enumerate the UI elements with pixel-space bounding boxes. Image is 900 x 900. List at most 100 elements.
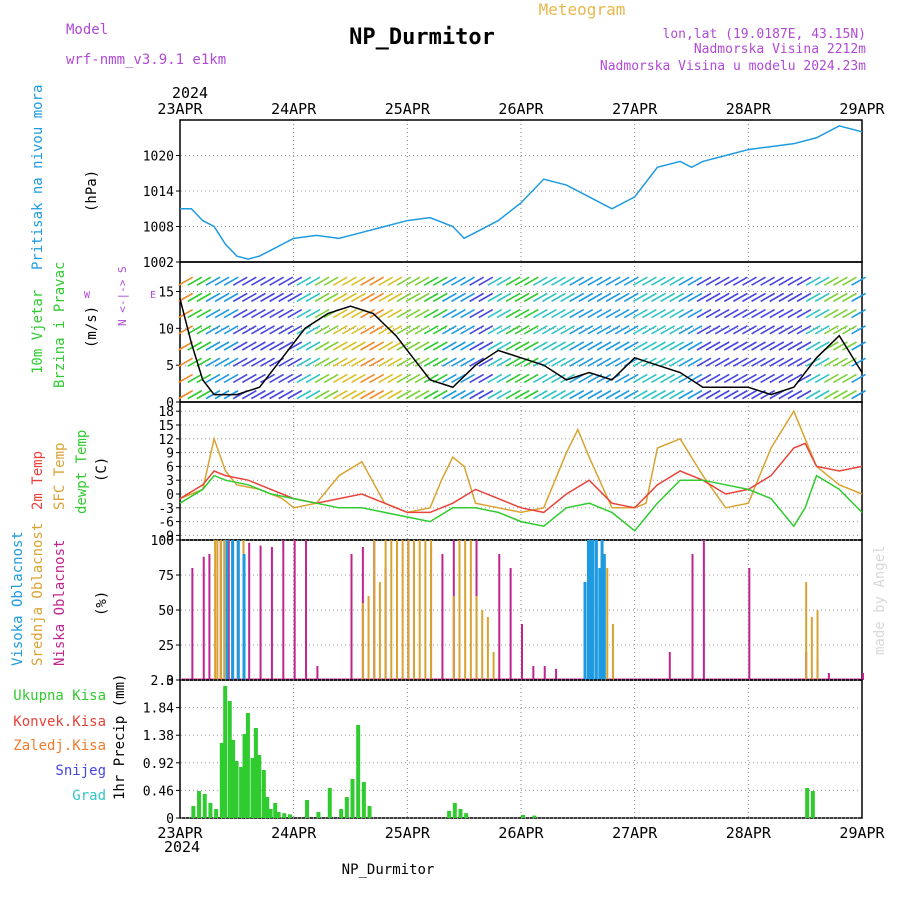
wind-arrow <box>514 341 530 351</box>
wind-arrow <box>505 325 521 335</box>
wind-arrow <box>178 276 194 286</box>
wind-arrow <box>351 373 366 384</box>
meteogram-label: Meteogram <box>539 0 626 19</box>
wind-arrow <box>432 276 448 286</box>
wind-arrow <box>251 389 266 400</box>
wind-arrow <box>842 308 857 319</box>
wind-arrow <box>614 357 630 367</box>
total-precip-bar <box>339 809 344 818</box>
wind-arrow <box>341 357 357 367</box>
wind-arrow <box>551 341 566 351</box>
wind-arrow <box>514 276 530 286</box>
wind-arrow <box>760 357 776 367</box>
precip-legend-item: Snijeg <box>55 763 106 779</box>
wind-arrow <box>387 276 403 286</box>
wind-arrow <box>796 389 812 400</box>
wind-arrow <box>269 308 285 319</box>
x-axis-ticks: 23APR 24APR 25APR 26APR 27APR 28APR 29APR 23APR… <box>157 100 885 842</box>
wind-arrow <box>605 325 621 335</box>
wind-arrow <box>769 308 785 319</box>
pressure-ylabel-unit: (hPa) <box>84 170 100 212</box>
wind-arrow <box>833 308 848 319</box>
wind-arrow <box>696 325 712 335</box>
y-tick-label: 10 <box>158 322 174 337</box>
y-tick-label: 0 <box>166 488 174 503</box>
wind-arrow <box>378 276 394 286</box>
wind-arrow <box>623 292 639 303</box>
wind-arrow <box>369 292 385 303</box>
wind-arrow <box>314 341 330 351</box>
high_cloud-bar <box>589 540 593 680</box>
wind-arrow <box>587 389 603 400</box>
wind-arrow <box>223 292 239 303</box>
pressure-panel: 1002 1008 1014 1020 <box>143 119 863 271</box>
y-tick-label: 5 <box>166 359 174 374</box>
total-precip-bar <box>214 809 219 818</box>
wind-arrow <box>405 341 421 351</box>
wind-arrow <box>560 325 576 335</box>
total-precip-bar <box>276 812 281 818</box>
wind-arrow <box>496 341 512 351</box>
total-precip-bar <box>344 797 349 818</box>
wind-arrow <box>542 292 557 303</box>
precipitation-panel: 0 0.46 0.92 1.38 1.84 2.3 <box>143 674 863 827</box>
wind-arrow <box>833 325 848 335</box>
high_cloud-bar <box>594 540 598 680</box>
wind-arrow <box>596 341 612 351</box>
wind-arrow <box>305 389 321 400</box>
wind-arrow <box>287 292 303 303</box>
wind-arrow <box>287 389 303 400</box>
x-tick-top-26apr: 26APR <box>498 100 544 118</box>
wind-arrow <box>241 292 257 303</box>
wind-arrow <box>814 341 830 351</box>
wind-arrow <box>651 341 666 351</box>
wind-arrow <box>441 341 457 351</box>
low_cloud-bar <box>208 554 211 680</box>
wind-arrow <box>814 373 830 384</box>
wind-arrow <box>523 341 539 351</box>
wind-arrow <box>496 292 512 303</box>
wind-arrow <box>714 292 730 303</box>
wind-arrow <box>251 357 266 367</box>
wind-arrow <box>842 325 857 335</box>
wind-arrow <box>551 325 566 335</box>
wind-arrow <box>360 276 375 286</box>
wind-arrow <box>569 389 585 400</box>
mid_cloud-bar <box>390 540 393 680</box>
mid_cloud-bar <box>475 596 478 680</box>
wind-arrow <box>341 276 357 286</box>
wind-arrow <box>178 341 194 351</box>
mid_cloud-bar <box>413 540 416 680</box>
wind-arrow <box>632 389 648 400</box>
high_cloud-bar <box>602 554 606 680</box>
y-tick-label: -6 <box>158 516 174 531</box>
wind-arrow <box>260 276 275 286</box>
low_cloud-bar <box>543 666 546 680</box>
pressure-series-line <box>180 125 863 260</box>
wind-arrow <box>532 357 548 367</box>
wind-arrow <box>460 357 475 367</box>
wind-arrow <box>341 373 357 384</box>
wind-arrow <box>214 325 230 335</box>
wind-arrow <box>451 341 466 351</box>
wind-arrow <box>632 325 648 335</box>
wind-arrow <box>678 276 694 286</box>
wind-arrow <box>742 357 757 367</box>
wind-arrow <box>669 325 685 335</box>
total-precip-bar <box>231 740 236 818</box>
wind-arrow <box>351 357 366 367</box>
wind-arrow <box>596 357 612 367</box>
wind-arrow <box>642 308 657 319</box>
x-tick-bottom-28apr: 28APR <box>726 824 772 842</box>
wind-arrow <box>596 373 612 384</box>
wind-arrow <box>505 373 521 384</box>
low_cloud-bar <box>191 568 194 680</box>
wind-arrow <box>687 308 703 319</box>
wind-arrow <box>296 389 312 400</box>
wind-arrow <box>560 341 576 351</box>
wind-arrow <box>660 341 676 351</box>
wind-arrow <box>305 373 321 384</box>
wind-arrow <box>405 357 421 367</box>
wind-arrow <box>569 341 585 351</box>
wind-arrow <box>369 373 385 384</box>
